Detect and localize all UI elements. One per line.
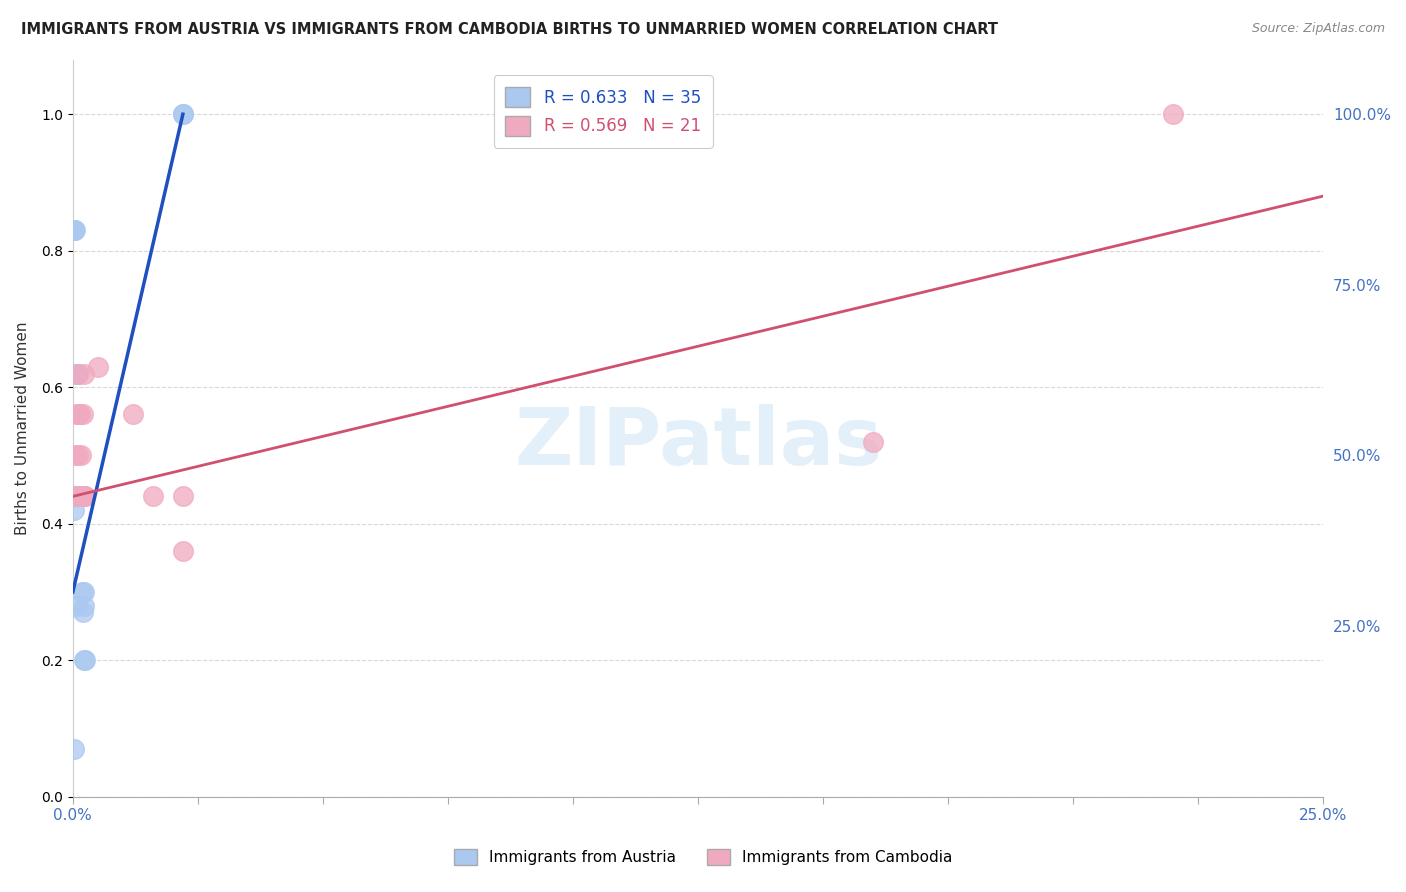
Point (63, 223, 86, 237)
Point (121, 408, 143, 422)
Text: Source: ZipAtlas.com: Source: ZipAtlas.com (1251, 22, 1385, 36)
Point (73, 653, 96, 667)
Legend: Immigrants from Austria, Immigrants from Cambodia: Immigrants from Austria, Immigrants from… (447, 843, 959, 871)
Point (172, 107, 194, 121)
Point (66, 599, 89, 613)
Point (65, 489, 87, 503)
Point (65, 489, 87, 503)
Point (67, 489, 90, 503)
Point (72, 489, 94, 503)
Point (69, 489, 91, 503)
Point (73, 489, 96, 503)
Point (63, 489, 86, 503)
Point (87, 359, 110, 374)
Point (66, 367, 89, 381)
Point (172, 489, 194, 503)
Point (69, 408, 91, 422)
Point (65, 367, 87, 381)
Point (72, 606, 94, 620)
Point (69, 489, 91, 503)
Point (70, 489, 93, 503)
Point (862, 434, 884, 449)
Point (73, 585, 96, 599)
Point (172, 107, 194, 121)
Point (66, 489, 89, 503)
Point (66, 489, 89, 503)
Point (72, 489, 94, 503)
Point (65, 489, 87, 503)
Point (69, 489, 91, 503)
Point (66, 489, 89, 503)
Point (66, 449, 89, 463)
Point (63, 742, 86, 756)
Point (66, 489, 89, 503)
Point (66, 367, 89, 381)
Point (65, 449, 87, 463)
Point (70, 489, 93, 503)
Point (72, 585, 94, 599)
Legend: R = 0.633   N = 35, R = 0.569   N = 21: R = 0.633 N = 35, R = 0.569 N = 21 (494, 75, 713, 148)
Text: IMMIGRANTS FROM AUSTRIA VS IMMIGRANTS FROM CAMBODIA BIRTHS TO UNMARRIED WOMEN CO: IMMIGRANTS FROM AUSTRIA VS IMMIGRANTS FR… (21, 22, 998, 37)
Point (69, 489, 91, 503)
Point (67, 489, 90, 503)
Point (142, 489, 165, 503)
Point (1161, 107, 1184, 121)
Point (73, 599, 96, 613)
Point (70, 449, 93, 463)
Point (73, 367, 96, 381)
Point (75, 653, 97, 667)
Point (72, 489, 94, 503)
Text: ZIPatlas: ZIPatlas (515, 404, 882, 482)
Point (63, 489, 86, 503)
Point (63, 489, 86, 503)
Point (67, 408, 90, 422)
Point (72, 489, 94, 503)
Point (65, 408, 87, 422)
Point (172, 544, 194, 558)
Y-axis label: Births to Unmarried Women: Births to Unmarried Women (15, 321, 30, 535)
Point (70, 489, 93, 503)
Point (65, 489, 87, 503)
Point (66, 367, 89, 381)
Point (63, 223, 86, 237)
Point (63, 223, 86, 237)
Point (63, 503, 86, 517)
Point (66, 489, 89, 503)
Point (72, 408, 94, 422)
Point (75, 489, 97, 503)
